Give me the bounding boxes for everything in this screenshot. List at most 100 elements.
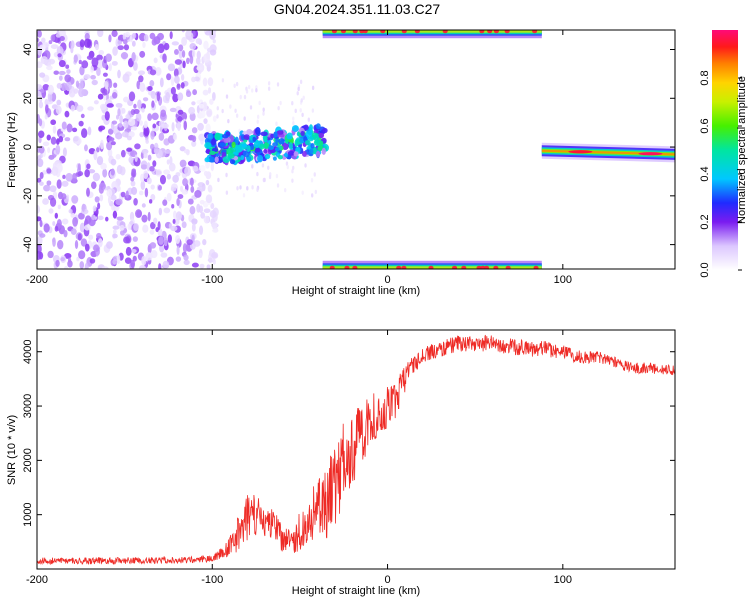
heatmap-cell bbox=[304, 163, 307, 168]
heatmap-cell bbox=[62, 174, 66, 179]
heatmap-cell bbox=[186, 239, 193, 246]
heatmap-cell bbox=[39, 44, 46, 51]
heatmap-cell bbox=[110, 168, 115, 176]
snr-x-label: Height of straight line (km) bbox=[292, 585, 420, 597]
heatmap-cell bbox=[401, 30, 407, 34]
heatmap-cell bbox=[117, 69, 121, 79]
heatmap-cell bbox=[122, 39, 128, 45]
heatmap-cell bbox=[173, 210, 177, 220]
heatmap-cell bbox=[236, 186, 239, 191]
heatmap-cell bbox=[37, 61, 43, 69]
heatmap-cell bbox=[212, 92, 216, 101]
heatmap-cell bbox=[177, 115, 183, 122]
heatmap-cell bbox=[143, 152, 148, 159]
heatmap-cell bbox=[293, 151, 299, 157]
heatmap-y-label: Frequency (Hz) bbox=[6, 112, 18, 188]
heatmap-cell bbox=[216, 114, 219, 119]
heatmap-cell bbox=[148, 199, 153, 204]
heatmap-cell bbox=[108, 34, 112, 43]
heatmap-cell bbox=[183, 148, 190, 154]
heatmap-cell bbox=[50, 34, 56, 42]
heatmap-cell bbox=[50, 136, 57, 145]
heatmap-cell bbox=[638, 152, 663, 156]
heatmap-cell bbox=[380, 30, 386, 34]
heatmap-cell bbox=[133, 197, 138, 206]
heatmap-cell bbox=[352, 265, 358, 269]
heatmap-cell bbox=[147, 113, 153, 121]
heatmap-cell bbox=[128, 156, 134, 164]
heatmap-cell bbox=[44, 114, 48, 120]
heatmap-cell bbox=[93, 150, 98, 161]
heatmap-x-tick-label: 0 bbox=[384, 274, 390, 286]
snr-y-tick-label: 1000 bbox=[22, 502, 34, 526]
heatmap-y-tick-label: 0 bbox=[22, 144, 34, 150]
heatmap-cell bbox=[130, 259, 136, 269]
heatmap-cell bbox=[136, 80, 141, 90]
heatmap-cell bbox=[191, 262, 199, 268]
heatmap-cell bbox=[150, 90, 156, 99]
heatmap-cell bbox=[103, 81, 109, 88]
heatmap-cell bbox=[163, 169, 171, 175]
heatmap-cell bbox=[50, 119, 57, 126]
heatmap-cell bbox=[59, 75, 63, 81]
heatmap-cell bbox=[60, 257, 66, 262]
heatmap-cell bbox=[202, 89, 209, 96]
heatmap-cell bbox=[142, 41, 146, 48]
heatmap-cell bbox=[77, 163, 81, 171]
heatmap-cell bbox=[125, 114, 130, 119]
heatmap-cell bbox=[70, 228, 77, 235]
heatmap-cell bbox=[120, 149, 126, 158]
heatmap-cell bbox=[44, 104, 49, 114]
heatmap-cell bbox=[64, 265, 69, 269]
heatmap-cell bbox=[331, 30, 337, 34]
heatmap-cell bbox=[138, 75, 144, 83]
heatmap-cell bbox=[97, 30, 104, 38]
heatmap-cell bbox=[156, 91, 161, 102]
heatmap-cell bbox=[131, 40, 136, 47]
heatmap-cell bbox=[227, 118, 230, 124]
heatmap-cell bbox=[207, 133, 214, 140]
heatmap-cell bbox=[225, 94, 229, 99]
heatmap-cell bbox=[80, 80, 84, 89]
heatmap-cell bbox=[174, 48, 179, 55]
heatmap-cell bbox=[352, 30, 358, 34]
heatmap-cell bbox=[120, 52, 129, 60]
heatmap-cell bbox=[202, 77, 208, 87]
heatmap-cell bbox=[243, 134, 250, 140]
heatmap-cell bbox=[149, 229, 155, 235]
heatmap-cell bbox=[275, 173, 279, 179]
heatmap-cell bbox=[84, 144, 88, 152]
heatmap-cell bbox=[292, 120, 295, 126]
heatmap-cell bbox=[198, 103, 205, 109]
heatmap-cell bbox=[39, 219, 43, 228]
heatmap-cell bbox=[133, 223, 139, 231]
heatmap-cell bbox=[149, 80, 155, 87]
heatmap-cell bbox=[47, 250, 54, 259]
heatmap-cell bbox=[37, 216, 42, 222]
heatmap-cell bbox=[313, 172, 316, 177]
heatmap-cell bbox=[38, 130, 45, 138]
heatmap-cell bbox=[146, 177, 152, 185]
heatmap-cell bbox=[234, 151, 239, 156]
heatmap-cell bbox=[196, 50, 201, 60]
heatmap-cell bbox=[122, 73, 130, 83]
heatmap-cell bbox=[100, 162, 107, 170]
heatmap-cell bbox=[314, 189, 318, 195]
heatmap-cell bbox=[132, 255, 137, 262]
heatmap-cell bbox=[305, 139, 311, 146]
heatmap-cell bbox=[37, 177, 42, 183]
heatmap-cell bbox=[149, 242, 157, 249]
heatmap-cell bbox=[172, 174, 179, 183]
heatmap-cell bbox=[199, 199, 205, 205]
heatmap-cell bbox=[234, 136, 239, 145]
heatmap-cell bbox=[221, 133, 229, 139]
heatmap-cell bbox=[181, 30, 185, 33]
heatmap-cell bbox=[269, 172, 272, 177]
heatmap-cell bbox=[209, 49, 217, 56]
heatmap-cell bbox=[229, 104, 232, 109]
heatmap-cell bbox=[68, 208, 73, 214]
heatmap-cell bbox=[57, 239, 64, 250]
heatmap-cell bbox=[150, 143, 155, 150]
heatmap-cell bbox=[157, 185, 163, 191]
